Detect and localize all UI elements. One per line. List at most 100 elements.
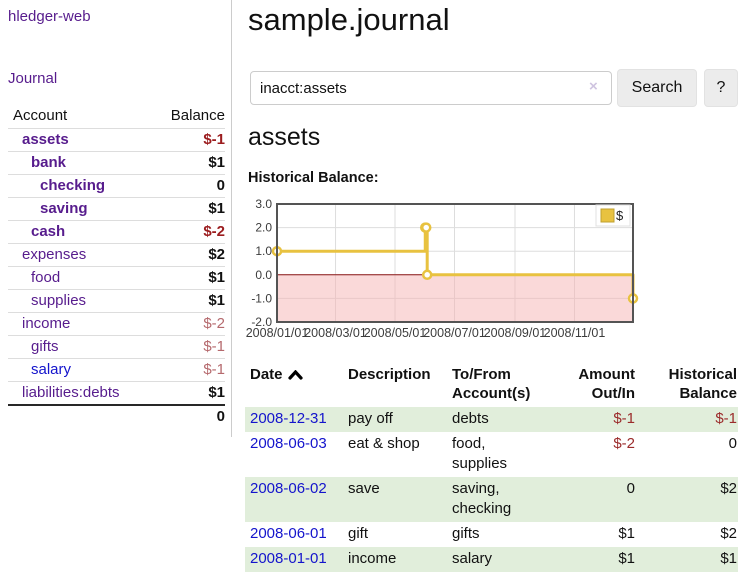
- register-balance-cell: $-1: [715, 410, 737, 427]
- register-date-cell: 2008-06-02: [245, 477, 343, 522]
- x-axis-tick-label: 2008/07/01: [423, 326, 486, 340]
- register-description-cell: gift: [348, 525, 369, 542]
- account-cell: income: [8, 312, 150, 336]
- data-point-marker: [421, 269, 433, 281]
- account-cell: gifts: [8, 335, 150, 359]
- register-accounts-cell: saving, checking: [452, 480, 512, 517]
- accounts-table: Account Balance assets $-1 bank $1 checking 0…: [8, 104, 225, 428]
- account-row: saving $1: [8, 197, 225, 221]
- account-row: bank $1: [8, 151, 225, 175]
- account-balance: $1: [149, 381, 225, 405]
- account-cell: supplies: [8, 289, 150, 313]
- transaction-date-link[interactable]: 2008-06-03: [250, 435, 327, 452]
- account-row: checking 0: [8, 174, 225, 198]
- register-balance-cell: $1: [720, 550, 737, 567]
- brand-link[interactable]: hledger-web: [8, 8, 91, 25]
- register-description-cell: pay off: [348, 410, 393, 427]
- register-amount-cell: $1: [618, 525, 635, 542]
- account-balance: $-1: [149, 358, 225, 382]
- register-header-accounts: To/From Account(s): [452, 366, 531, 402]
- account-row: food $1: [8, 266, 225, 290]
- negative-balance-region: [277, 274, 633, 322]
- transaction-date-link[interactable]: 2008-06-01: [250, 525, 327, 542]
- register-row: 2008-06-03 eat & shop food, supplies $-2 0: [245, 432, 738, 477]
- search-button[interactable]: Search: [617, 69, 697, 107]
- register-accounts-cell: food, supplies: [452, 435, 508, 472]
- account-link[interactable]: income: [22, 315, 71, 332]
- register-amount-cell: $1: [618, 550, 635, 567]
- register-header-date[interactable]: Date: [245, 362, 343, 407]
- account-link[interactable]: assets: [22, 131, 69, 148]
- accounts-total-spacer: [8, 404, 150, 428]
- register-header-balance: Historical Balance: [668, 366, 737, 402]
- sidebar-item-journal[interactable]: Journal: [8, 70, 58, 87]
- account-cell: saving: [8, 197, 150, 221]
- clear-search-icon[interactable]: ×: [589, 78, 598, 95]
- account-cell: salary: [8, 358, 150, 382]
- account-row: gifts $-1: [8, 335, 225, 359]
- sort-ascending-icon: [287, 369, 303, 380]
- account-link[interactable]: supplies: [31, 292, 87, 309]
- y-axis-tick-label: 3.0: [255, 197, 272, 211]
- account-row: cash $-2: [8, 220, 225, 244]
- transaction-date-link[interactable]: 2008-12-31: [250, 410, 327, 427]
- register-accounts-cell: debts: [452, 410, 489, 427]
- account-row: assets $-1: [8, 128, 225, 152]
- accounts-total-value: 0: [149, 404, 225, 428]
- account-link[interactable]: checking: [40, 177, 106, 194]
- account-cell: food: [8, 266, 150, 290]
- accounts-header-row: Account Balance: [8, 104, 225, 129]
- account-balance: $-1: [149, 128, 225, 152]
- register-amount-cell: $-2: [613, 435, 635, 452]
- data-point-marker: [420, 222, 432, 233]
- accounts-header-balance: Balance: [170, 107, 225, 124]
- register-amount-cell: 0: [626, 480, 635, 497]
- sidebar-divider: [231, 0, 232, 437]
- register-row: 2008-12-31 pay off debts $-1 $-1: [245, 407, 738, 432]
- accounts-header-account: Account: [13, 107, 68, 124]
- account-heading: assets: [248, 123, 321, 151]
- account-link[interactable]: food: [31, 269, 61, 286]
- register-date-cell: 2008-06-01: [245, 522, 343, 547]
- register-description-cell: income: [348, 550, 397, 567]
- register-date-cell: 2008-01-01: [245, 547, 343, 572]
- y-axis-tick-label: 0.0: [255, 268, 272, 282]
- account-balance: $1: [149, 266, 225, 290]
- page-title: sample.journal: [248, 2, 450, 37]
- y-axis-tick-label: 2.0: [255, 221, 272, 235]
- account-row: supplies $1: [8, 289, 225, 313]
- account-link[interactable]: salary: [31, 361, 72, 378]
- historical-balance-chart: $3.0 2.0 1.0 0.0 -1.0 -2.02008/01/012008/03/0…: [246, 197, 639, 340]
- account-row: income $-2: [8, 312, 225, 336]
- transaction-date-link[interactable]: 2008-06-02: [250, 480, 327, 497]
- register-date-cell: 2008-06-03: [245, 432, 343, 477]
- account-link[interactable]: bank: [31, 154, 67, 171]
- account-link[interactable]: cash: [31, 223, 66, 240]
- account-link[interactable]: liabilities:debts: [22, 384, 120, 401]
- account-cell: cash: [8, 220, 150, 244]
- account-cell: assets: [8, 128, 150, 152]
- search-form: × Search ?: [250, 68, 742, 108]
- search-input[interactable]: [250, 71, 612, 105]
- legend-swatch: [600, 208, 615, 223]
- transaction-date-link[interactable]: 2008-01-01: [250, 550, 327, 567]
- x-axis-tick-label: 2008/09/01: [484, 326, 547, 340]
- account-row: liabilities:debts $1: [8, 381, 225, 405]
- account-balance: $1: [149, 289, 225, 313]
- register-accounts-cell: gifts: [452, 525, 480, 542]
- register-date-cell: 2008-12-31: [245, 407, 343, 432]
- account-link[interactable]: saving: [40, 200, 88, 217]
- account-link[interactable]: expenses: [22, 246, 87, 263]
- account-link[interactable]: gifts: [31, 338, 59, 355]
- account-row: expenses $2: [8, 243, 225, 267]
- account-cell: expenses: [8, 243, 150, 267]
- account-balance: $1: [149, 151, 225, 175]
- x-axis-tick-label: 2008/05/01: [364, 326, 427, 340]
- register-description-cell: eat & shop: [348, 435, 420, 452]
- help-button[interactable]: ?: [704, 69, 738, 107]
- accounts-total-row: 0: [8, 404, 225, 428]
- register-row: 2008-01-01 income salary $1 $1: [245, 547, 738, 572]
- account-balance: $-2: [149, 312, 225, 336]
- x-axis-tick-label: 2008/11/01: [544, 326, 606, 340]
- account-balance: $-2: [149, 220, 225, 244]
